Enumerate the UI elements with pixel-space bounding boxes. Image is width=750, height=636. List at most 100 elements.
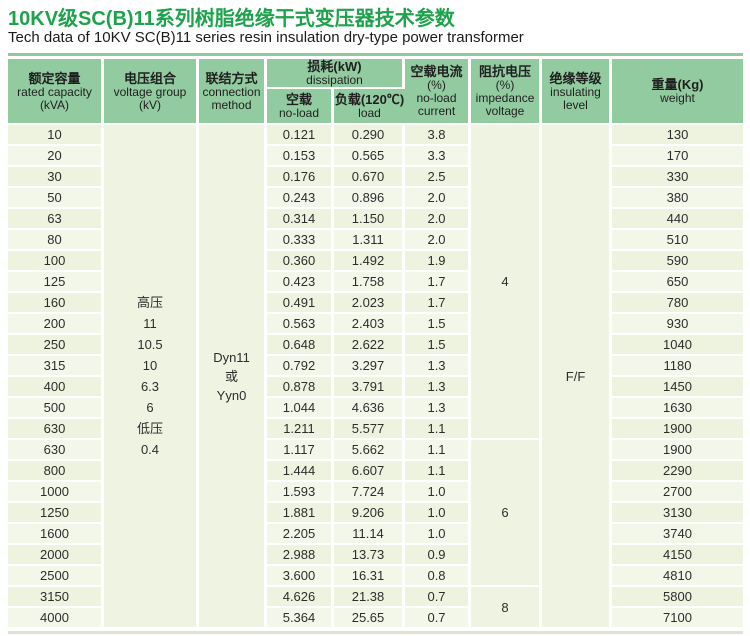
load-loss-cell: 11.14: [334, 524, 406, 545]
load-loss-cell: 0.290: [334, 125, 406, 146]
weight-cell: 590: [612, 251, 744, 272]
table-body: 10 高压 11 10.5 10 6.3 6 低压 0.4 Dyn11 或 Yyn0…: [8, 125, 744, 629]
weight-cell: 3740: [612, 524, 744, 545]
table-row: 630 1.117 5.662 1.1 6 1900: [8, 440, 744, 587]
header-voltage-group-en: voltage group (kV): [113, 84, 187, 112]
header-dissipation-en: dissipation: [306, 73, 363, 87]
no-load-current-cell: 1.1: [405, 440, 472, 461]
no-load-loss-cell: 1.211: [267, 419, 334, 440]
weight-cell: 7100: [612, 608, 744, 629]
no-load-loss-cell: 0.121: [267, 125, 334, 146]
capacity-cell: 20: [8, 146, 104, 167]
no-load-current-cell: 3.3: [405, 146, 472, 167]
no-load-loss-cell: 0.491: [267, 293, 334, 314]
header-voltage-group-zh: 电压组合: [123, 70, 176, 86]
capacity-cell: 1250: [8, 503, 104, 524]
top-divider: [8, 53, 743, 56]
insulating-level-cell: F/F: [542, 125, 613, 629]
header-connection-method-en: connection method: [202, 84, 261, 112]
weight-cell: 650: [612, 272, 744, 293]
no-load-current-cell: 1.9: [405, 251, 472, 272]
capacity-cell: 200: [8, 314, 104, 335]
no-load-current-cell: 0.9: [405, 545, 472, 566]
no-load-loss-cell: 0.314: [267, 209, 334, 230]
capacity-cell: 80: [8, 230, 104, 251]
header-insulating-level-zh: 绝缘等级: [549, 70, 602, 86]
no-load-current-cell: 1.3: [405, 356, 472, 377]
load-loss-cell: 9.206: [334, 503, 406, 524]
weight-cell: 380: [612, 188, 744, 209]
no-load-current-cell: 1.1: [405, 461, 472, 482]
connection-method-cell: Dyn11 或 Yyn0: [199, 125, 267, 629]
no-load-current-cell: 1.1: [405, 419, 472, 440]
capacity-cell: 4000: [8, 608, 104, 629]
load-loss-cell: 7.724: [334, 482, 406, 503]
load-loss-cell: 0.896: [334, 188, 406, 209]
load-loss-cell: 2.023: [334, 293, 406, 314]
header-rated-capacity-en: rated capacity (kVA): [17, 84, 92, 112]
no-load-current-cell: 0.8: [405, 566, 472, 587]
weight-cell: 3130: [612, 503, 744, 524]
no-load-loss-cell: 0.648: [267, 335, 334, 356]
no-load-current-cell: 1.7: [405, 272, 472, 293]
capacity-cell: 125: [8, 272, 104, 293]
load-loss-cell: 25.65: [334, 608, 406, 629]
table-row: 50 0.243 0.896 2.0 380: [8, 188, 744, 209]
no-load-current-cell: 1.0: [405, 524, 472, 545]
table-row: 4000 5.364 25.65 0.7 7100: [8, 608, 744, 629]
load-loss-cell: 3.297: [334, 356, 406, 377]
header-no-load-loss: 空载 no-load: [267, 89, 334, 125]
table-row: 160 0.491 2.023 1.7 780: [8, 293, 744, 314]
header-no-load-loss-zh: 空载: [285, 92, 312, 107]
no-load-loss-cell: 5.364: [267, 608, 334, 629]
load-loss-cell: 5.577: [334, 419, 406, 440]
header-connection-method: 联结方式 connection method: [199, 59, 267, 125]
table-row: 10 高压 11 10.5 10 6.3 6 低压 0.4 Dyn11 或 Yyn0…: [8, 125, 744, 629]
header-weight: 重量(Kg) weight: [612, 59, 744, 125]
impedance-voltage-cell: 4: [471, 125, 543, 440]
weight-cell: 5800: [612, 587, 744, 608]
capacity-cell: 800: [8, 461, 104, 482]
header-no-load-loss-en: no-load: [278, 106, 320, 120]
no-load-loss-cell: 0.563: [267, 314, 334, 335]
table-row: 1000 1.593 7.724 1.0 2700: [8, 482, 744, 503]
no-load-current-cell: 2.0: [405, 188, 472, 209]
weight-cell: 130: [612, 125, 744, 146]
weight-cell: 1180: [612, 356, 744, 377]
table-row: 3150 4.626 21.38 0.7 8 5800: [8, 587, 744, 629]
header-no-load-current: 空载电流 (%) no-load current: [405, 59, 472, 125]
capacity-cell: 100: [8, 251, 104, 272]
table-row: 2500 3.600 16.31 0.8 4810: [8, 566, 744, 587]
header-load-loss-en: load: [358, 106, 381, 120]
no-load-loss-cell: 2.205: [267, 524, 334, 545]
load-loss-cell: 2.622: [334, 335, 406, 356]
weight-cell: 510: [612, 230, 744, 251]
bottom-divider: [8, 631, 743, 634]
header-weight-en: weight: [660, 91, 695, 105]
header-insulating-level: 绝缘等级 insulating level: [542, 59, 613, 125]
header-no-load-current-en: (%) no-load current: [416, 78, 457, 118]
header-load-loss: 负载(120℃) load: [334, 89, 406, 125]
table-header: 额定容量 rated capacity (kVA) 电压组合 voltage g…: [8, 59, 744, 125]
weight-cell: 4150: [612, 545, 744, 566]
no-load-loss-cell: 1.117: [267, 440, 334, 461]
table-row: 400 0.878 3.791 1.3 1450: [8, 377, 744, 398]
weight-cell: 1630: [612, 398, 744, 419]
table-row: 80 0.333 1.311 2.0 510: [8, 230, 744, 251]
no-load-loss-cell: 0.176: [267, 167, 334, 188]
page-title: 10KV级SC(B)11系列树脂绝缘干式变压器技术参数: [8, 8, 455, 30]
no-load-current-cell: 1.7: [405, 293, 472, 314]
weight-cell: 330: [612, 167, 744, 188]
capacity-cell: 30: [8, 167, 104, 188]
capacity-cell: 160: [8, 293, 104, 314]
header-impedance-voltage-en: (%) impedance voltage: [475, 78, 535, 118]
table-row: 800 1.444 6.607 1.1 2290: [8, 461, 744, 482]
no-load-loss-cell: 0.360: [267, 251, 334, 272]
table-row: 1250 1.881 9.206 1.0 3130: [8, 503, 744, 524]
header-dissipation-zh: 损耗(kW): [307, 59, 362, 74]
page-subtitle: Tech data of 10KV SC(B)11 series resin i…: [8, 29, 524, 46]
header-insulating-level-en: insulating level: [550, 84, 601, 112]
no-load-current-cell: 2.0: [405, 230, 472, 251]
weight-cell: 780: [612, 293, 744, 314]
capacity-cell: 1000: [8, 482, 104, 503]
